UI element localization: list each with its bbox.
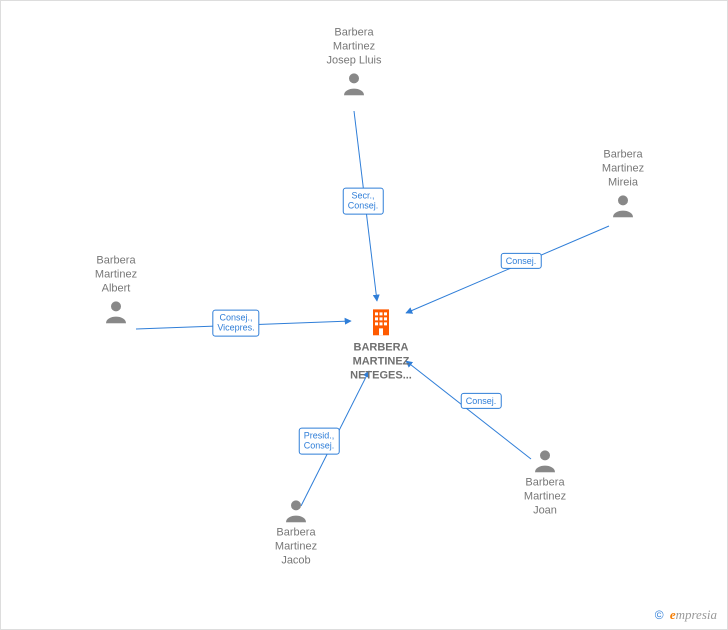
edge-mireia xyxy=(406,226,609,313)
edge-label-jacob: Presid., Consej. xyxy=(299,428,340,455)
node-company[interactable]: BARBERA MARTINEZ NETEGES... xyxy=(326,307,436,382)
node-albert[interactable]: Barbera Martinez Albert xyxy=(61,254,171,323)
edge-label-joan: Consej. xyxy=(461,393,502,409)
building-icon xyxy=(368,307,394,335)
node-mireia[interactable]: Barbera Martinez Mireia xyxy=(568,148,678,217)
node-josep[interactable]: Barbera Martinez Josep Lluis xyxy=(299,26,409,95)
edge-josep xyxy=(354,111,377,301)
node-label: Barbera Martinez Mireia xyxy=(568,148,678,189)
node-label: Barbera Martinez Jacob xyxy=(241,526,351,567)
person-icon xyxy=(284,498,308,522)
edge-label-albert: Consej., Vicepres. xyxy=(212,310,259,337)
company-label: BARBERA MARTINEZ NETEGES... xyxy=(326,341,436,382)
node-jacob[interactable]: Barbera Martinez Jacob xyxy=(241,498,351,567)
copyright-symbol: © xyxy=(655,608,664,622)
edge-label-josep: Secr., Consej. xyxy=(343,188,384,215)
edge-label-mireia: Consej. xyxy=(501,253,542,269)
watermark: © empresia xyxy=(655,607,717,623)
node-label: Barbera Martinez Joan xyxy=(490,476,600,517)
edge-jacob xyxy=(301,371,369,506)
diagram-canvas: Secr., Consej. Consej. Consej., Vicepres… xyxy=(0,0,728,630)
node-label: Barbera Martinez Albert xyxy=(61,254,171,295)
person-icon xyxy=(533,448,557,472)
person-icon xyxy=(104,300,128,324)
person-icon xyxy=(611,194,635,218)
person-icon xyxy=(342,72,366,96)
brand-rest: mpresia xyxy=(676,607,717,622)
node-joan[interactable]: Barbera Martinez Joan xyxy=(490,448,600,517)
node-label: Barbera Martinez Josep Lluis xyxy=(299,26,409,67)
